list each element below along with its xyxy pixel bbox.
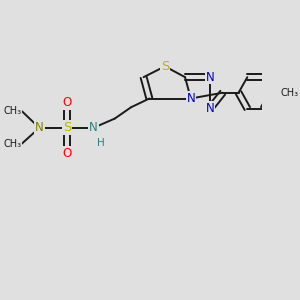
Text: O: O: [62, 146, 72, 160]
Text: S: S: [161, 60, 169, 73]
Text: N: N: [35, 122, 44, 134]
Text: H: H: [97, 138, 104, 148]
Text: CH₃: CH₃: [4, 106, 22, 116]
Text: N: N: [206, 102, 214, 115]
Text: CH₃: CH₃: [4, 139, 22, 149]
Text: H: H: [97, 138, 104, 148]
Text: N: N: [186, 92, 195, 105]
Text: N: N: [89, 122, 98, 134]
Text: S: S: [63, 122, 71, 134]
Text: CH₃: CH₃: [280, 88, 298, 98]
Text: N: N: [206, 70, 214, 84]
Text: O: O: [62, 96, 72, 109]
